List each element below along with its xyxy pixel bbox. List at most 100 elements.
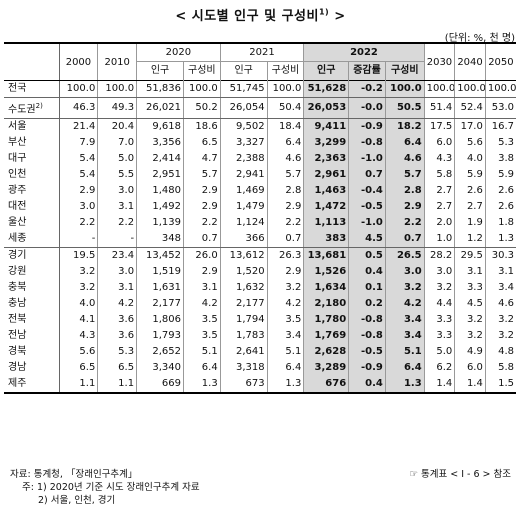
table-cell: 0.7 [267, 231, 305, 249]
table-cell: 4.5 [454, 296, 486, 313]
table-cell: 3.1 [97, 280, 138, 297]
table-row: 광주 2.9 3.0 1,480 2.9 1,469 2.8 1,463 -0.4 2.8 2.7 2… [4, 183, 516, 200]
table-cell: 5.8 [498, 362, 514, 374]
table-cell: 7.0 [97, 135, 138, 152]
table-cell: 1,526 [303, 264, 350, 281]
table-cell: 2,628 [303, 344, 350, 361]
table-cell: 3.2 [454, 312, 486, 329]
table-cell: 5.9 [498, 169, 514, 181]
table-cell: 1.3 [267, 376, 305, 395]
table-cell: 6.0 [424, 135, 456, 152]
table-cell: 5.8 [424, 167, 456, 184]
table-cell: 6.5 [183, 135, 221, 152]
table-cell: 26,053 [303, 97, 350, 120]
table-cell: 2.7 [424, 199, 456, 216]
table-cell: 1,480 [136, 183, 184, 200]
table-cell: 3.2 [385, 280, 425, 297]
population-table: 2000 2010 2020 2021 2022 2030 2040 2050 … [4, 42, 516, 395]
table-cell: 1,793 [136, 328, 184, 345]
table-row: 강원 3.2 3.0 1,519 2.9 1,520 2.9 1,526 0.4 3.0 3.0 3.… [4, 264, 516, 281]
table-cell: 26,021 [136, 97, 184, 120]
table-cell: -0.8 [348, 328, 386, 345]
header-2000: 2000 [59, 43, 99, 81]
table-cell: 28.2 [424, 247, 456, 265]
table-cell: 3.5 [183, 312, 221, 329]
table-cell: 1.3 [183, 376, 221, 395]
table-cell: 1,631 [136, 280, 184, 297]
table-cell: 3,289 [303, 360, 350, 377]
table-cell: 3.0 [59, 199, 99, 216]
table-cell: 1.3 [385, 376, 425, 395]
table-cell: 0.7 [385, 231, 425, 249]
table-cell: 3,299 [303, 135, 350, 152]
header-2030: 2030 [424, 43, 456, 81]
table-cell: 1,806 [136, 312, 184, 329]
region-name: 경기 [4, 247, 60, 265]
table-cell: -0.4 [348, 183, 386, 200]
table-cell: 2.2 [97, 215, 138, 232]
source-note: 자료: 통계청, 「장래인구추계」 [10, 469, 138, 480]
table-cell: 5.3 [97, 344, 138, 361]
table-cell: 2.9 [59, 183, 99, 200]
reference-note: ☞ 통계표 < I - 6 > 참조 [409, 469, 511, 480]
table-cell: 0.1 [348, 280, 386, 297]
table-cell: 3.6 [97, 328, 138, 345]
table-cell: -0.5 [348, 344, 386, 361]
table-cell: 50.4 [267, 97, 305, 120]
table-cell: 3.3 [454, 280, 486, 297]
header-2022-pop: 인구 [303, 61, 350, 81]
table-cell: 0.4 [348, 376, 386, 395]
table-cell: 5.5 [97, 167, 138, 184]
table-cell: 1,632 [220, 280, 268, 297]
table-cell: 2.6 [498, 185, 514, 197]
table-cell: 26.5 [385, 247, 425, 265]
table-cell: -0.8 [348, 312, 386, 329]
table-cell: 6.2 [424, 360, 456, 377]
table-cell: 5.1 [267, 344, 305, 361]
header-2021: 2021 [220, 43, 305, 62]
table-row: 울산 2.2 2.2 1,139 2.2 1,124 2.2 1,113 -1.0 2.2 2.0 1… [4, 215, 516, 232]
table-cell: 26,054 [220, 97, 268, 120]
table-cell: 4.2 [97, 296, 138, 313]
table-row: 인천 5.4 5.5 2,951 5.7 2,941 5.7 2,961 0.7 5.7 5.8 5.… [4, 167, 516, 184]
table-cell: 100.0 [97, 80, 138, 98]
table-row: 부산 7.9 7.0 3,356 6.5 3,327 6.4 3,299 -0.8 6.4 6.0 5… [4, 135, 516, 152]
table-cell: 5.1 [183, 344, 221, 361]
table-cell: 383 [303, 231, 350, 249]
table-cell: 3.2 [454, 328, 486, 345]
table-cell: 18.6 [183, 118, 221, 136]
table-cell: 4.3 [424, 151, 456, 168]
table-cell: 23.4 [97, 247, 138, 265]
table-row: 충북 3.2 3.1 1,631 3.1 1,632 3.2 1,634 0.1 3.2 3.2 3.… [4, 280, 516, 297]
table-cell: 2,177 [136, 296, 184, 313]
table-cell: 100.0 [267, 80, 305, 98]
table-cell: 2.8 [385, 183, 425, 200]
table-cell: 0.7 [348, 167, 386, 184]
table-cell: 3,327 [220, 135, 268, 152]
table-cell: 5.7 [183, 167, 221, 184]
table-cell: 1,139 [136, 215, 184, 232]
table-row: 경북 5.6 5.3 2,652 5.1 2,641 5.1 2,628 -0.5 5.1 5.0 4… [4, 344, 516, 361]
table-cell: 2.9 [183, 183, 221, 200]
table-cell: 26.3 [267, 247, 305, 265]
table-cell: 9,618 [136, 118, 184, 136]
table-cell: 4.0 [59, 296, 99, 313]
region-name: 충남 [4, 296, 60, 313]
table-cell: 1,472 [303, 199, 350, 216]
table-cell: 0.5 [348, 247, 386, 265]
table-cell: 5.6 [454, 135, 486, 152]
table-cell: 6.4 [267, 360, 305, 377]
table-cell: 6.0 [454, 360, 486, 377]
table-cell: 6.5 [59, 360, 99, 377]
region-name: 강원 [4, 264, 60, 281]
table-cell: 3.5 [183, 328, 221, 345]
table-cell: 1,634 [303, 280, 350, 297]
table-cell: 1,492 [136, 199, 184, 216]
region-name: 세종 [4, 231, 60, 249]
table-cell: 3.2 [59, 280, 99, 297]
table-cell: -0.9 [348, 360, 386, 377]
table-cell: 4.7 [183, 151, 221, 168]
table-cell: 9,502 [220, 118, 268, 136]
header-2022-change: 증감률 [348, 61, 386, 81]
table-cell: 13,612 [220, 247, 268, 265]
